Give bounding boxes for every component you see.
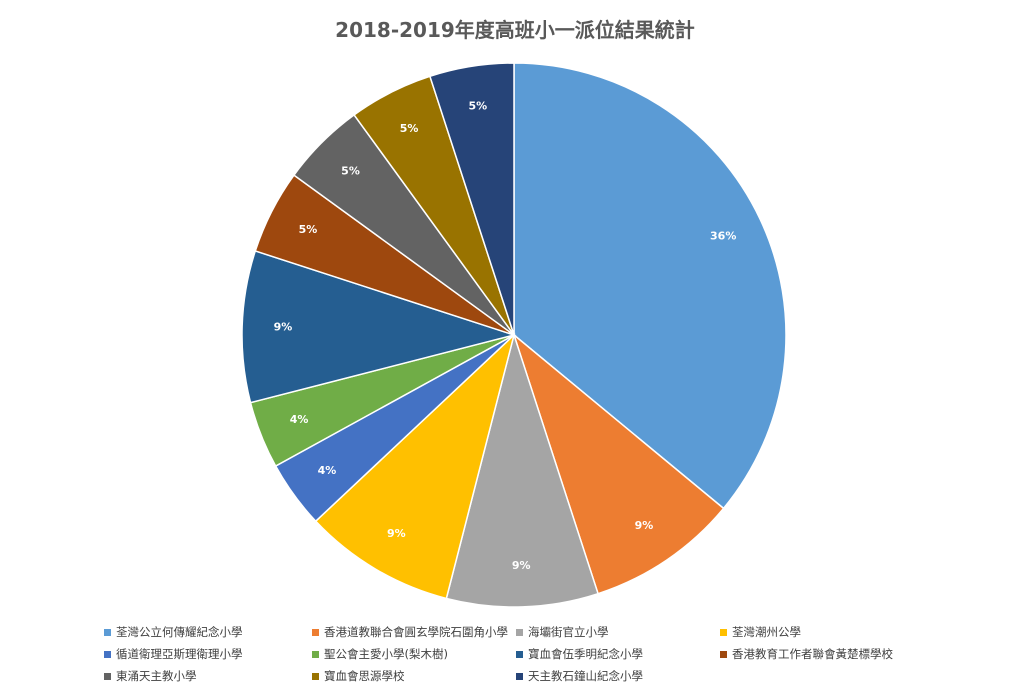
data-label-0: 36%	[710, 230, 736, 243]
data-label-9: 5%	[400, 122, 419, 135]
pie-slice-2	[445, 332, 599, 608]
legend-swatch	[516, 650, 523, 658]
legend-swatch	[104, 628, 111, 636]
data-label-6: 9%	[274, 321, 293, 334]
legend-swatch	[104, 650, 111, 658]
legend-swatch	[516, 628, 523, 636]
data-label-8: 5%	[341, 165, 360, 178]
legend-label: 香港道教聯合會圓玄學院石圍角小學	[324, 625, 508, 639]
data-label-7: 5%	[299, 223, 318, 236]
pie-slice-1	[512, 332, 725, 595]
legend-swatch	[516, 672, 523, 680]
legend-swatch	[312, 628, 319, 636]
data-label-1: 9%	[635, 519, 654, 532]
data-label-10: 5%	[468, 100, 487, 113]
legend-label: 荃灣潮州公學	[732, 625, 801, 639]
data-label-5: 4%	[290, 413, 309, 426]
pie-slice-10	[429, 62, 515, 336]
legend-label: 聖公會主愛小學(梨木樹)	[324, 647, 448, 661]
pie-slice-0	[513, 62, 787, 510]
legend: 荃灣公立何傳耀紀念小學 香港道教聯合會圓玄學院石圍角小學 海壩街官立小學 荃灣潮州公學…	[104, 620, 924, 686]
legend-label: 海壩街官立小學	[528, 625, 609, 639]
legend-item: 香港道教聯合會圓玄學院石圍角小學	[312, 624, 508, 640]
legend-item: 天主教石鐘山紀念小學	[516, 668, 643, 684]
legend-item: 荃灣公立何傳耀紀念小學	[104, 624, 243, 640]
legend-label: 循道衛理亞斯理衛理小學	[116, 647, 243, 661]
legend-swatch	[312, 650, 319, 658]
legend-item: 寶血會思源學校	[312, 668, 405, 684]
legend-item: 寶血會伍季明紀念小學	[516, 646, 643, 662]
legend-item: 香港教育工作者聯會黃楚標學校	[720, 646, 893, 662]
pie-slice-6	[241, 250, 517, 404]
legend-label: 寶血會伍季明紀念小學	[528, 647, 643, 661]
legend-item: 東涌天主教小學	[104, 668, 197, 684]
data-label-4: 4%	[318, 464, 337, 477]
legend-label: 天主教石鐘山紀念小學	[528, 669, 643, 683]
data-label-2: 9%	[512, 559, 531, 572]
legend-label: 東涌天主教小學	[116, 669, 197, 683]
legend-item: 循道衛理亞斯理衛理小學	[104, 646, 243, 662]
legend-item: 海壩街官立小學	[516, 624, 609, 640]
pie-slice-3	[314, 332, 516, 600]
legend-swatch	[720, 628, 727, 636]
legend-swatch	[720, 650, 727, 658]
legend-label: 香港教育工作者聯會黃楚標學校	[732, 647, 893, 661]
data-label-3: 9%	[387, 527, 406, 540]
chart-title: 2018-2019年度高班小一派位結果統計	[335, 18, 695, 42]
legend-swatch	[312, 672, 319, 680]
legend-swatch	[104, 672, 111, 680]
legend-item: 荃灣潮州公學	[720, 624, 801, 640]
legend-label: 寶血會思源學校	[324, 669, 405, 683]
legend-label: 荃灣公立何傳耀紀念小學	[116, 625, 243, 639]
legend-item: 聖公會主愛小學(梨木樹)	[312, 646, 448, 662]
